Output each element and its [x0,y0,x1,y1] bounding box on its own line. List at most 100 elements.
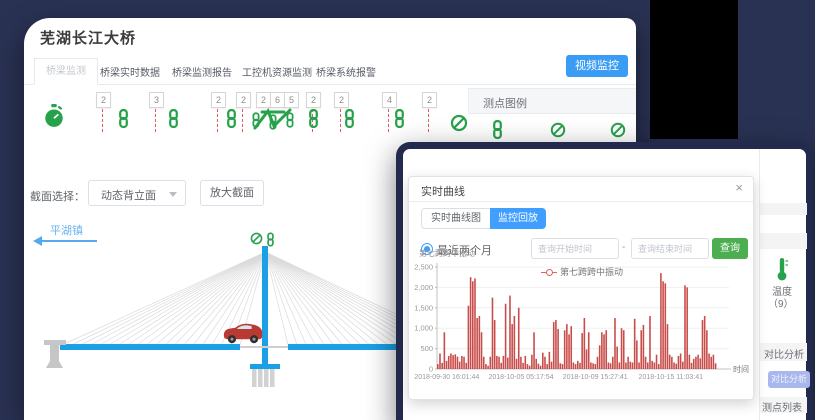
bridge-footing [250,364,280,387]
legend-marker-icon [541,269,557,276]
range-separator: - [622,242,626,253]
link-sensor-icon[interactable] [224,109,239,128]
tab-ipc-resource[interactable]: 工控机资源监测 [242,68,312,79]
video-monitor-button[interactable]: 视频监控 [566,55,628,77]
chevron-down-icon [169,192,177,197]
realtime-curve-dialog: 实时曲线 × 实时曲线图 监控回放 最近两个月 - 查询 第七跨跨中振动 第七跨… [408,176,754,400]
tab-monitor-playback[interactable]: 监控回放 [490,208,546,229]
list-section-bar: 测点列表 [760,397,807,414]
tower-top-ban-icon [250,232,263,245]
link-sensor-icon[interactable] [166,109,181,128]
y-axis-title: 第七跨跨中振动 [419,249,475,258]
tab-bridge-monitor[interactable]: 桥梁监测 [34,58,98,85]
query-button[interactable]: 查询 [712,238,748,259]
temperature-count: （9） [768,299,794,310]
svg-text:2,500: 2,500 [414,263,433,272]
sensor-dropline [340,109,341,132]
link-sensor-icon[interactable] [392,109,407,128]
truss-sensor-icon[interactable] [250,104,296,132]
svg-text:2018-10-09 15:27:41: 2018-10-09 15:27:41 [563,374,628,381]
panel-section-bar [760,233,807,249]
link-sensor-icon[interactable] [116,109,131,128]
legend-panel-header: 测点图例 [468,88,636,114]
legend-panel-title: 测点图例 [483,98,527,110]
sensor-dropline [242,109,243,132]
svg-text:1,500: 1,500 [414,303,433,312]
section-select[interactable]: 动态背立面 [88,180,186,206]
background-black-patch [650,0,738,139]
tab-system-alarm[interactable]: 桥梁系统报警 [316,68,376,79]
section-select-value: 动态背立面 [101,190,156,202]
sensor-dropline [102,109,103,132]
tower-top-link-icon [267,232,274,247]
bridge-deck-right [288,344,444,350]
stopwatch-icon[interactable] [44,104,64,128]
bridge-diagram [44,232,444,387]
ban-legend-icon[interactable] [550,122,566,138]
dialog-divider [409,201,753,202]
legend-label: 第七跨跨中振动 [560,267,624,277]
sensor-dropline [428,109,429,132]
tabs-underline [24,84,636,85]
sensor-dropline [388,109,389,132]
panel-section-bar [760,203,807,215]
bridge-deck-left [60,344,240,350]
svg-text:时间: 时间 [733,364,749,374]
dialog-title: 实时曲线 [421,186,465,198]
radio-dot [424,246,430,252]
temperature-label: 温度 [772,287,792,298]
direction-label: 平湖镇 [50,225,83,237]
end-time-input[interactable] [631,238,709,259]
start-time-input[interactable] [531,238,619,259]
compare-title: 对比分析 [764,350,804,361]
svg-text:1,000: 1,000 [414,324,433,333]
sensor-count-badge: 2 [256,92,271,108]
tab-realtime-curve[interactable]: 实时曲线图 [421,208,491,229]
page-title: 芜湖长江大桥 [40,30,137,47]
car-graphic [223,323,263,344]
sensor-count-badge: 4 [382,92,397,108]
sensor-count-badge: 2 [422,92,437,108]
section-select-label: 截面选择： [30,191,85,203]
direction-arrow-head [33,236,42,246]
sensor-count-badge: 2 [306,92,321,108]
tab-realtime-data[interactable]: 桥梁实时数据 [100,68,160,79]
ban-legend-icon[interactable] [610,122,626,138]
tab-monitor-report[interactable]: 桥梁监测报告 [172,68,232,79]
sensor-count-badge: 3 [149,92,164,108]
chart-legend-item[interactable]: 第七跨跨中振动 [541,265,623,278]
bridge-pier-left [44,340,66,368]
sensor-dropline [312,109,313,132]
link-sensor-icon[interactable] [306,109,321,128]
link-legend-icon[interactable] [490,120,505,139]
sensor-count-badge: 2 [96,92,111,108]
vibration-chart: 0 500 1,000 1,500 2,000 2,500 2018-09-30 16:01… [414,263,749,382]
direction-arrow [41,240,97,242]
sensor-count-badge: 2 [334,92,349,108]
zoom-section-button[interactable]: 放大截面 [200,180,264,206]
sensor-dropline [217,109,218,132]
sensor-count-badge: 2 [211,92,226,108]
compare-button[interactable]: 对比分析 [768,371,810,388]
point-list-title: 测点列表 [762,403,802,414]
radio-last-two-months[interactable] [421,243,433,255]
thermometer-icon[interactable] [774,257,790,281]
sensor-count-badge: 2 [236,92,251,108]
svg-text:500: 500 [420,344,433,353]
svg-text:2018-10-15 11:03:41: 2018-10-15 11:03:41 [639,374,704,381]
svg-text:0: 0 [429,365,433,374]
svg-text:2018-10-05 05:17:54: 2018-10-05 05:17:54 [489,374,554,381]
bridge-deck-mid [240,346,288,348]
svg-text:2,000: 2,000 [414,283,433,292]
sensor-dropline [155,109,156,132]
ban-sensor-icon[interactable] [450,114,468,132]
link-sensor-icon[interactable] [342,109,357,128]
radio-label: 最近两个月 [437,245,492,257]
compare-section-bar: 对比分析 [760,343,807,361]
overlay-right-panel: 温度 （9） 对比分析 对比分析 测点列表 [759,149,810,420]
bridge-tower [262,246,268,368]
sensor-count-badge: 5 [284,92,299,108]
close-icon[interactable]: × [735,180,743,195]
overlay-window: 温度 （9） 对比分析 对比分析 测点列表 实时曲线 × 实时曲线图 监控回放 … [396,142,813,420]
